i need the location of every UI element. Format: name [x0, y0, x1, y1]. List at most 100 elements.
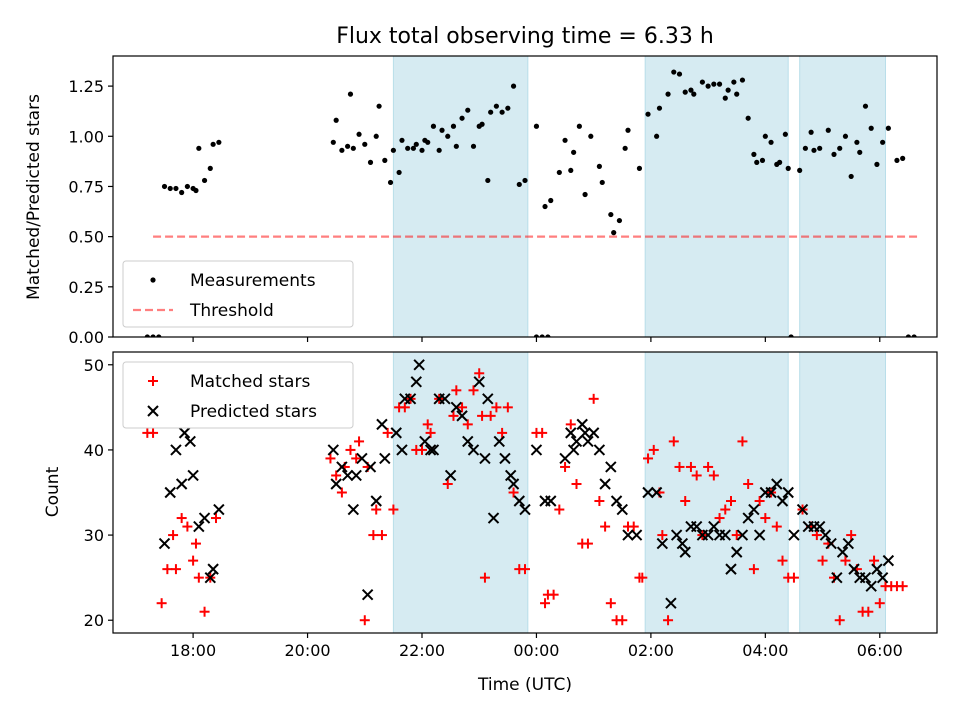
predicted-star-point: [570, 435, 583, 448]
matched-star-point: [571, 478, 582, 489]
y-tick-label: 30: [84, 526, 104, 545]
predicted-star-point: [507, 478, 520, 490]
predicted-star-point: [170, 444, 182, 456]
measurement-point: [150, 334, 156, 337]
matched-star-point: [817, 555, 828, 566]
matched-star-point: [588, 393, 599, 404]
measurement-point: [582, 191, 588, 198]
y-tick-label: 0.00: [68, 328, 104, 347]
measurement-point: [880, 139, 886, 145]
measurement-point: [156, 334, 162, 337]
measurement-point: [831, 151, 837, 157]
predicted-star-point: [456, 410, 468, 422]
measurement-point: [387, 179, 394, 186]
measurement-point: [210, 141, 216, 147]
measurement-point: [173, 185, 179, 192]
measurement-point: [373, 133, 379, 139]
matched-star-point: [708, 470, 719, 481]
measurement-point: [330, 139, 336, 145]
measurement-point: [179, 189, 185, 196]
predicted-star-point: [690, 520, 703, 533]
measurement-point: [413, 141, 419, 147]
measurement-point: [854, 139, 860, 145]
predicted-star-point: [530, 444, 543, 456]
measurement-point: [599, 179, 605, 186]
matched-star-point: [474, 368, 485, 379]
matched-star-point: [771, 521, 782, 532]
predicted-star-point: [708, 520, 720, 533]
measurement-point: [533, 334, 540, 337]
measurement-point: [430, 123, 437, 129]
matched-star-point: [582, 538, 593, 549]
predicted-star-point: [796, 503, 809, 516]
predicted-star-point: [413, 359, 425, 371]
predicted-star-point: [842, 537, 855, 550]
predicted-star-point: [782, 486, 794, 499]
measurement-point: [479, 121, 485, 127]
predicted-star-point: [587, 427, 600, 439]
measurement-point: [894, 157, 900, 163]
measurement-point: [645, 111, 651, 117]
legend-measurement-swatch: [150, 277, 156, 283]
matched-star-point: [336, 487, 347, 498]
predicted-star-point: [404, 393, 417, 405]
predicted-star-point: [622, 529, 634, 541]
predicted-star-point: [178, 427, 191, 439]
matched-star-point: [777, 555, 788, 566]
measurement-point: [811, 147, 817, 153]
matched-star-point: [754, 496, 765, 507]
measurement-point: [516, 181, 522, 188]
predicted-star-point: [819, 529, 832, 541]
matched-star-point: [148, 427, 159, 438]
measurement-point: [542, 203, 548, 210]
measurement-point: [333, 117, 339, 123]
observing-window-band: [799, 352, 887, 633]
matched-star-point: [371, 504, 382, 515]
measurement-point: [510, 83, 517, 89]
measurement-point: [345, 143, 351, 149]
matched-star-point: [617, 615, 628, 626]
measurement-point: [399, 137, 405, 143]
measurement-point: [470, 143, 477, 149]
matched-star-point: [168, 530, 179, 541]
x-tick-label: 06:00: [857, 641, 903, 660]
measurement-point: [762, 133, 768, 139]
predicted-star-point: [765, 486, 777, 499]
measurement-point: [768, 139, 774, 145]
predicted-star-point: [379, 452, 391, 465]
measurement-point: [874, 161, 880, 167]
measurement-point: [622, 145, 628, 151]
predicted-star-point: [825, 537, 837, 550]
measurement-point: [782, 131, 788, 137]
measurement-point: [608, 211, 614, 218]
predicted-star-point: [559, 452, 571, 465]
matched-star-point: [325, 453, 336, 464]
matched-star-point: [874, 598, 885, 609]
predicted-star-point: [582, 435, 594, 448]
predicted-star-point: [450, 401, 463, 414]
measurement-point: [390, 147, 396, 153]
measurement-point: [688, 87, 694, 93]
measurement-point: [488, 109, 494, 115]
measurement-point: [522, 177, 528, 184]
y-tick-label: 20: [84, 611, 104, 630]
measurement-point: [676, 71, 683, 77]
matched-star-point: [840, 555, 851, 566]
measurement-point: [556, 169, 562, 176]
matched-star-point: [199, 606, 210, 617]
observing-window-band: [392, 352, 529, 633]
predicted-star-point: [347, 503, 360, 516]
y-tick-label: 1.00: [68, 127, 104, 146]
measurement-point: [722, 95, 728, 101]
matched-star-point: [869, 555, 880, 566]
predicted-star-point: [493, 435, 505, 448]
matched-star-point: [834, 615, 845, 626]
measurement-point: [499, 109, 505, 115]
measurement-point: [382, 157, 388, 163]
predicted-star-point: [831, 571, 843, 584]
measurement-point: [611, 230, 617, 236]
measurement-point: [193, 187, 199, 194]
x-tick-label: 22:00: [399, 641, 445, 660]
measurement-point: [576, 123, 582, 129]
